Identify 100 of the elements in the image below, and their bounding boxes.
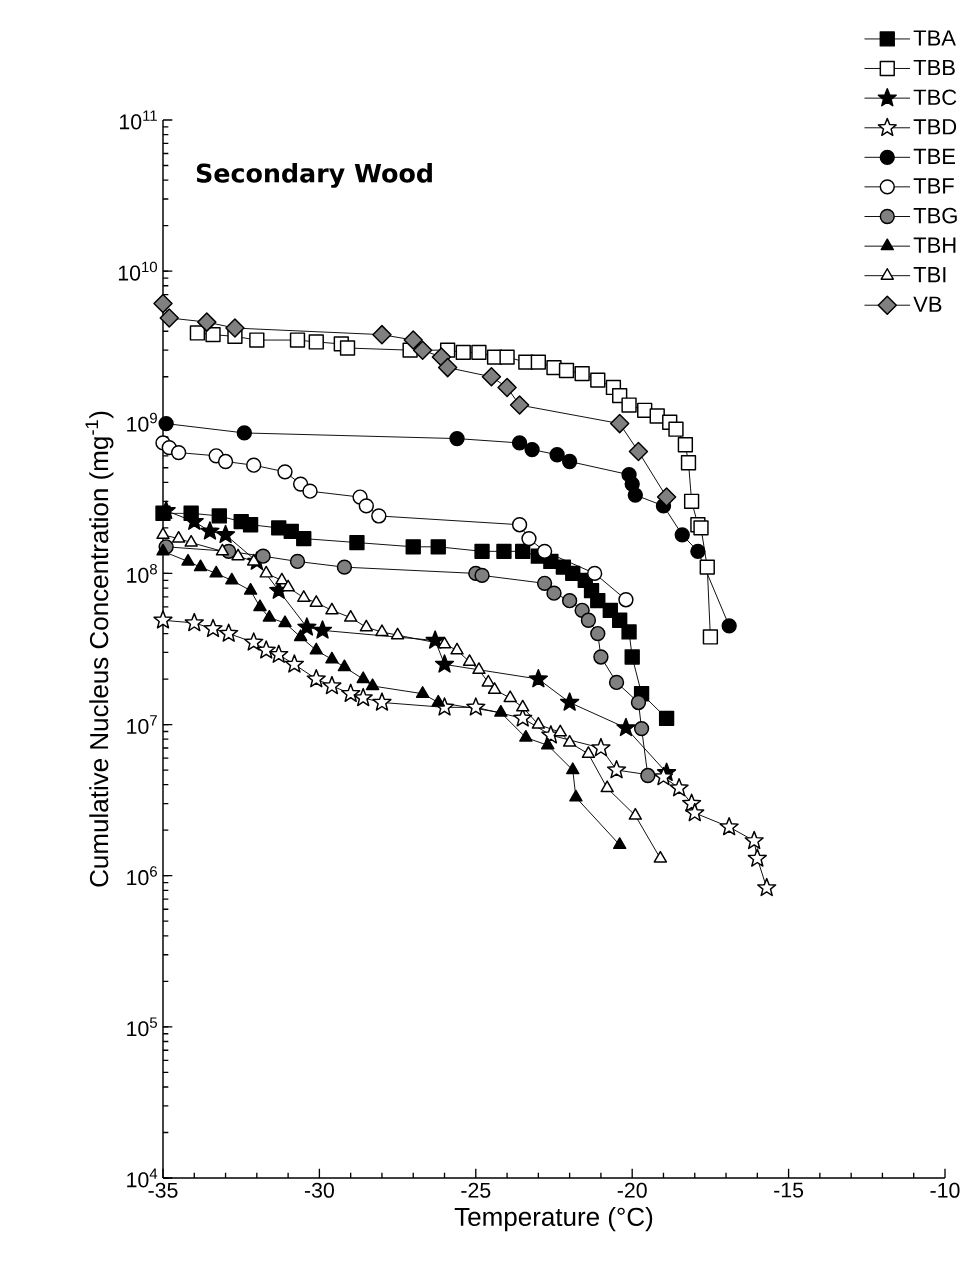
point (197, 312, 217, 332)
point (434, 654, 455, 673)
point (630, 694, 647, 711)
point (553, 724, 567, 737)
point (225, 318, 245, 338)
point (669, 777, 689, 797)
point (277, 464, 293, 480)
y-tick-label: 10$^{9}$ (127, 412, 157, 432)
point (159, 308, 180, 328)
point (559, 692, 580, 711)
point (205, 326, 221, 343)
point (153, 610, 173, 629)
point (184, 534, 198, 547)
point (275, 572, 289, 585)
point (497, 377, 517, 398)
point (627, 487, 643, 503)
point (569, 789, 583, 802)
point (259, 565, 273, 578)
legend-label: TBF (913, 178, 954, 194)
point (524, 441, 540, 458)
point (685, 802, 705, 822)
point (449, 430, 465, 447)
point (171, 530, 186, 543)
point (702, 629, 719, 645)
point (255, 548, 271, 564)
point (487, 682, 502, 694)
point (309, 595, 324, 607)
point (621, 397, 637, 413)
point (530, 354, 547, 370)
point (640, 767, 656, 784)
point (246, 457, 262, 473)
point (170, 444, 187, 461)
point (558, 362, 575, 379)
point (153, 293, 173, 314)
point (628, 807, 643, 820)
point (278, 615, 292, 628)
point (474, 543, 490, 560)
point (246, 553, 261, 566)
point (616, 717, 636, 737)
y-tick-label: 10$^{11}$ (120, 110, 157, 130)
point (757, 877, 777, 897)
point (359, 619, 374, 632)
point (403, 330, 423, 350)
point (494, 704, 508, 717)
point (244, 632, 264, 651)
point (528, 668, 548, 688)
point (744, 830, 764, 850)
point (281, 579, 295, 592)
point (683, 493, 700, 509)
point (337, 659, 352, 672)
point (193, 559, 208, 572)
point (481, 367, 502, 387)
point (284, 654, 305, 673)
point (561, 593, 578, 609)
point (521, 530, 537, 547)
point (653, 850, 668, 863)
y-tick-label: 10$^{5}$ (127, 1017, 157, 1037)
x-tick-label: -35 (148, 1182, 178, 1198)
point (699, 559, 715, 575)
point (325, 602, 339, 615)
point (574, 365, 590, 382)
point (621, 624, 637, 640)
point (499, 349, 515, 365)
point (471, 344, 487, 361)
point (430, 539, 446, 555)
x-tick-label: -20 (617, 1182, 647, 1198)
legend-label: TBC (913, 89, 957, 106)
point (677, 437, 694, 453)
point (437, 357, 458, 378)
point (325, 651, 339, 664)
point (243, 582, 258, 595)
point (565, 565, 581, 582)
point (371, 508, 387, 524)
point (719, 816, 739, 836)
point (289, 332, 306, 348)
point (590, 372, 606, 388)
point (217, 453, 234, 470)
point (203, 618, 223, 638)
x-tick-label: -30 (304, 1182, 334, 1198)
legend-label: TBG (913, 207, 957, 224)
point (256, 640, 276, 659)
point (721, 618, 737, 634)
y-tick-label: 10$^{7}$ (127, 715, 157, 734)
point (600, 780, 614, 793)
point (591, 737, 611, 757)
point (242, 517, 259, 533)
point (336, 559, 353, 575)
point (466, 697, 486, 716)
legend-label: TBB (913, 59, 955, 76)
point (296, 530, 312, 547)
point (189, 325, 206, 341)
point (372, 324, 392, 345)
point (658, 710, 675, 726)
point (390, 627, 405, 640)
point (297, 590, 311, 602)
y-tick-label: 10$^{6}$ (127, 866, 157, 886)
point (322, 675, 342, 695)
point (481, 674, 496, 687)
point (253, 599, 267, 612)
point (158, 415, 174, 432)
